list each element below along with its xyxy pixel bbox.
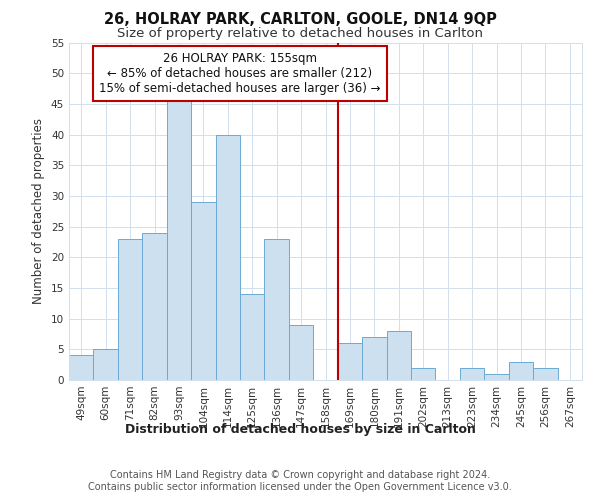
Bar (142, 232, 167, 380)
Bar (362, 337, 386, 380)
Bar (191, 202, 215, 380)
Bar (338, 343, 362, 380)
Bar (411, 368, 436, 380)
Bar (289, 325, 313, 380)
Text: 26, HOLRAY PARK, CARLTON, GOOLE, DN14 9QP: 26, HOLRAY PARK, CARLTON, GOOLE, DN14 9Q… (104, 12, 496, 28)
Bar (240, 294, 265, 380)
Bar (215, 134, 240, 380)
Text: 26 HOLRAY PARK: 155sqm
← 85% of detached houses are smaller (212)
15% of semi-de: 26 HOLRAY PARK: 155sqm ← 85% of detached… (99, 52, 381, 94)
Text: Distribution of detached houses by size in Carlton: Distribution of detached houses by size … (125, 422, 475, 436)
Bar (265, 239, 289, 380)
Bar (69, 356, 94, 380)
Text: Contains HM Land Registry data © Crown copyright and database right 2024.: Contains HM Land Registry data © Crown c… (110, 470, 490, 480)
Bar (460, 368, 484, 380)
Bar (386, 331, 411, 380)
Text: Contains public sector information licensed under the Open Government Licence v3: Contains public sector information licen… (88, 482, 512, 492)
Text: Size of property relative to detached houses in Carlton: Size of property relative to detached ho… (117, 28, 483, 40)
Bar (533, 368, 557, 380)
Bar (167, 98, 191, 380)
Bar (118, 239, 142, 380)
Bar (94, 350, 118, 380)
Bar (509, 362, 533, 380)
Y-axis label: Number of detached properties: Number of detached properties (32, 118, 46, 304)
Bar (484, 374, 509, 380)
